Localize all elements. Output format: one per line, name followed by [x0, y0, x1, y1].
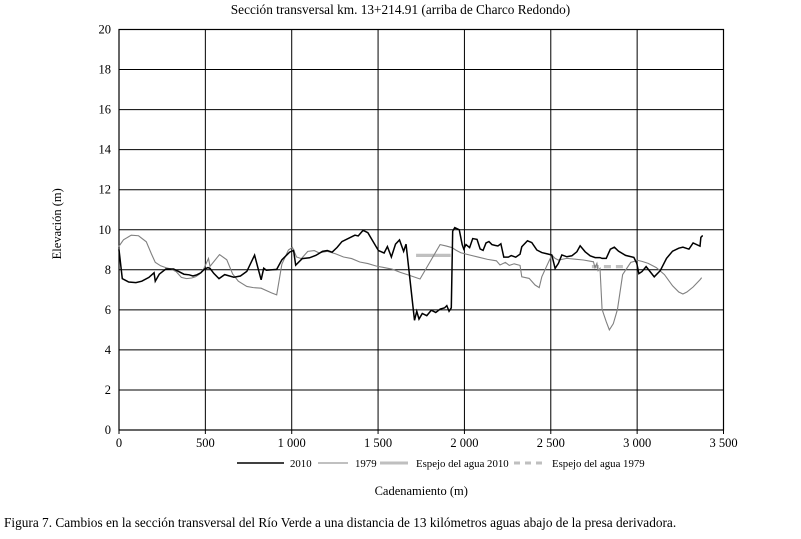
- svg-text:6: 6: [105, 303, 111, 317]
- svg-text:10: 10: [99, 223, 112, 237]
- svg-text:0: 0: [105, 423, 111, 437]
- svg-text:16: 16: [99, 103, 112, 117]
- svg-text:3 000: 3 000: [623, 436, 651, 450]
- svg-text:12: 12: [99, 183, 112, 197]
- svg-text:500: 500: [196, 436, 215, 450]
- svg-text:2: 2: [105, 383, 111, 397]
- svg-text:Espejo del agua 1979: Espejo del agua 1979: [552, 458, 645, 470]
- svg-text:2 000: 2 000: [450, 436, 478, 450]
- svg-text:4: 4: [105, 343, 112, 357]
- svg-text:2 500: 2 500: [537, 436, 565, 450]
- svg-text:18: 18: [99, 63, 112, 77]
- svg-text:1 000: 1 000: [278, 436, 306, 450]
- svg-text:1 500: 1 500: [364, 436, 392, 450]
- svg-text:1979: 1979: [355, 458, 377, 470]
- svg-text:Espejo del agua 2010: Espejo del agua 2010: [416, 458, 509, 470]
- svg-text:Cadenamiento (m): Cadenamiento (m): [375, 484, 468, 498]
- svg-text:Elevación (m): Elevación (m): [50, 188, 64, 259]
- svg-text:2010: 2010: [290, 458, 312, 470]
- svg-text:14: 14: [99, 143, 112, 157]
- svg-text:20: 20: [99, 23, 112, 37]
- svg-text:3 500: 3 500: [709, 436, 737, 450]
- svg-text:8: 8: [105, 263, 111, 277]
- svg-text:0: 0: [116, 436, 122, 450]
